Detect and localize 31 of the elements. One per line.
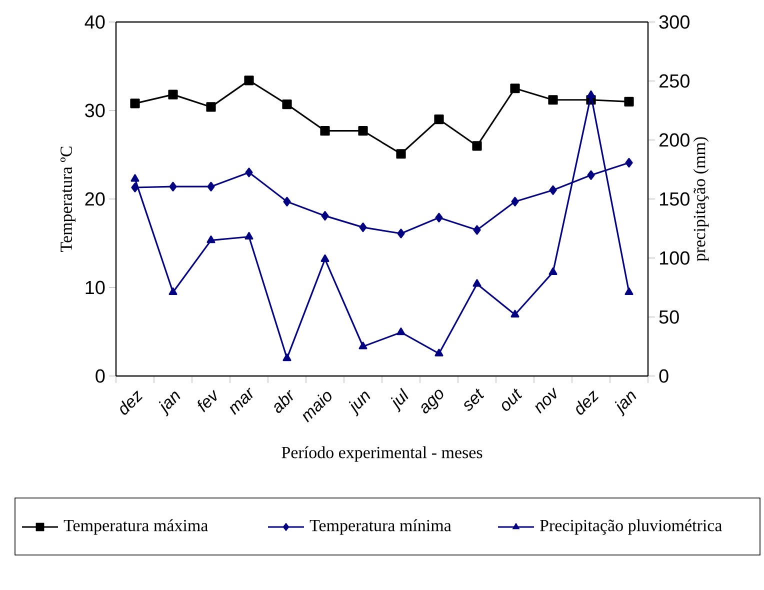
legend-label: Temperatura mínima	[310, 519, 452, 535]
y-axis-title: Temperatura ºC	[60, 146, 76, 252]
x-tick-label: out	[502, 388, 522, 411]
x-tick-label: nov	[535, 388, 556, 414]
y2-tick-label: 250	[659, 74, 690, 88]
x-tick-label: ago	[421, 390, 444, 414]
x-tick-label: jan	[614, 392, 636, 417]
y-tick-label: 10	[86, 280, 105, 294]
y2-axis-title: precipitação (mm)	[693, 137, 709, 262]
y2-tick-label: 100	[660, 251, 690, 265]
y2-tick-label: 300	[659, 15, 690, 29]
x-tick-label: abr	[274, 390, 293, 413]
legend-label: Temperatura máxima	[64, 519, 208, 535]
x-tick-label: jun	[348, 392, 370, 417]
x-tick-label: jul	[390, 388, 408, 412]
x-tick-label: mar	[230, 388, 253, 415]
y2-tick-label: 50	[659, 310, 679, 324]
y2-tick-label: 200	[659, 133, 690, 147]
y2-tick-label: 150	[660, 192, 690, 206]
x-axis-title: Período experimental - meses	[282, 446, 482, 462]
y-tick-label: 0	[96, 369, 105, 383]
x-tick-label: dez	[576, 390, 599, 415]
y-tick-label: 30	[85, 104, 105, 118]
legend-label: Precipitação pluviométrica	[540, 519, 722, 535]
x-tick-label: set	[464, 388, 484, 411]
y-tick-label: 40	[84, 15, 105, 29]
x-tick-label: dez	[120, 390, 143, 415]
y-tick-label: 20	[85, 192, 105, 206]
x-tick-label: fev	[198, 390, 217, 412]
y2-tick-label: 0	[659, 369, 668, 383]
x-tick-label: jan	[158, 392, 180, 417]
